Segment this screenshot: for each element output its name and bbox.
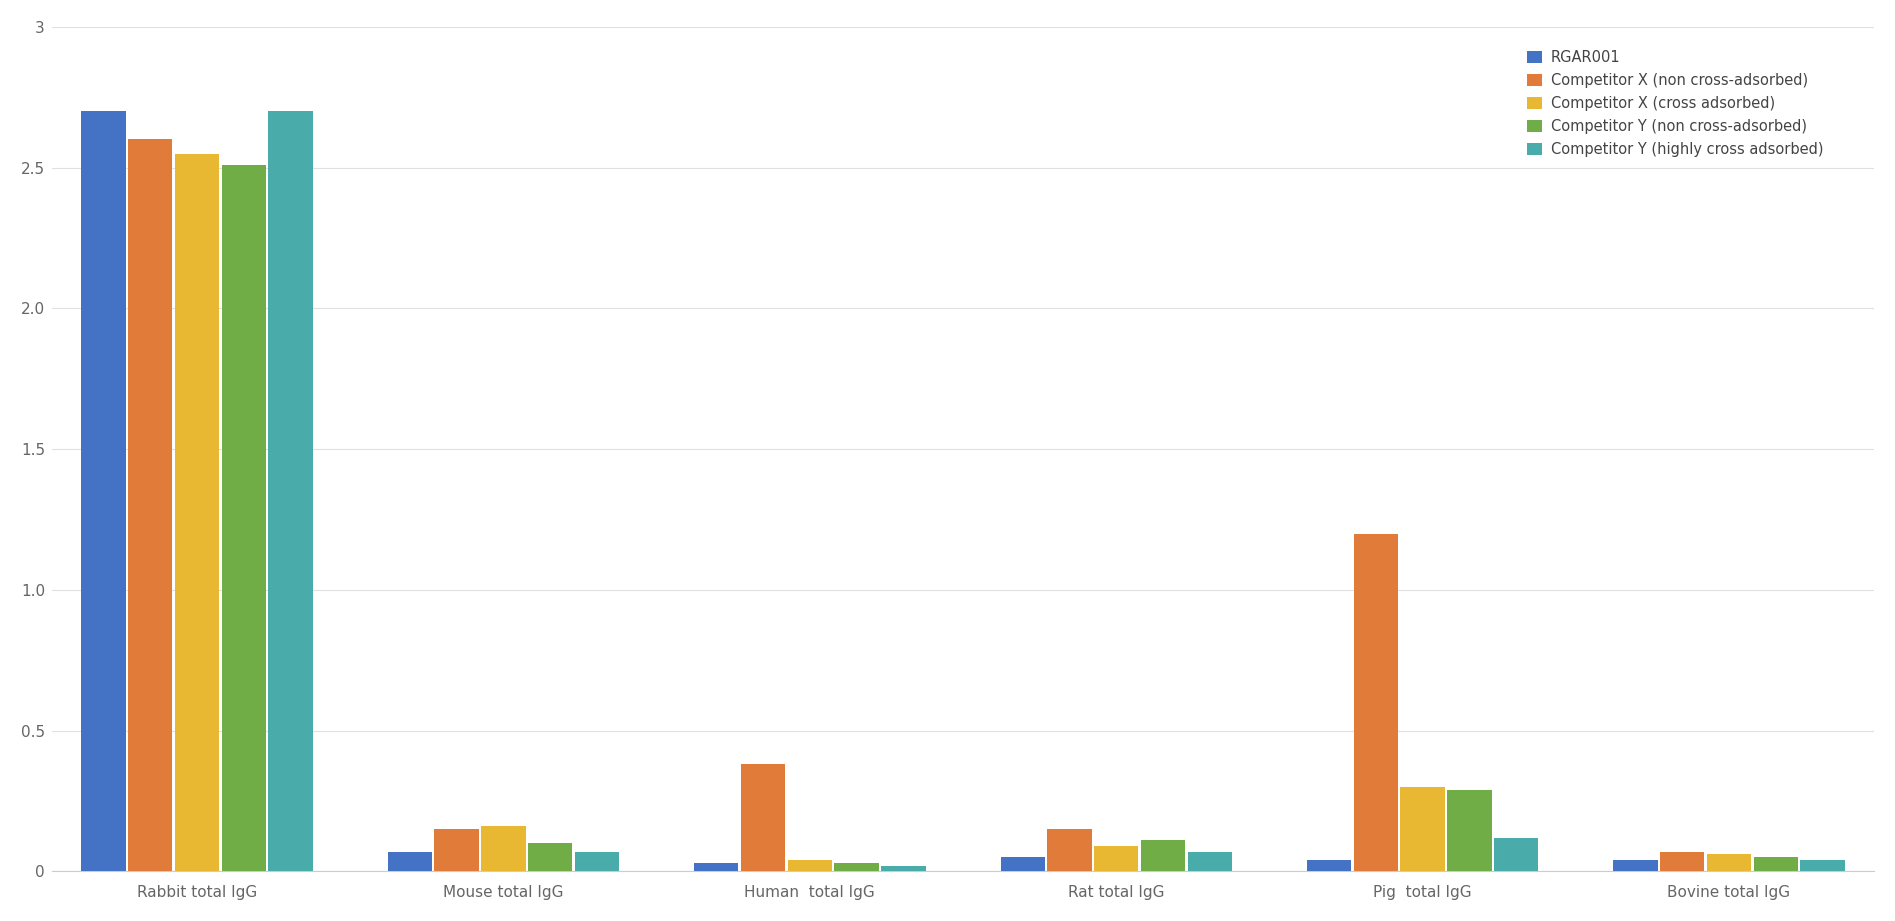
Bar — [269, 111, 313, 871]
Bar — [1093, 846, 1139, 871]
Bar — [222, 165, 265, 871]
Bar — [388, 852, 432, 871]
Bar — [481, 826, 525, 871]
Bar — [834, 863, 879, 871]
Bar — [129, 139, 172, 871]
Bar — [1353, 533, 1399, 871]
Bar — [1188, 852, 1232, 871]
Bar — [174, 154, 220, 871]
Bar — [1001, 857, 1044, 871]
Bar — [1753, 857, 1798, 871]
Legend: RGAR001, Competitor X (non cross-adsorbed), Competitor X (cross adsorbed), Compe: RGAR001, Competitor X (non cross-adsorbe… — [1520, 42, 1831, 164]
Bar — [529, 843, 572, 871]
Bar — [881, 866, 925, 871]
Bar — [81, 111, 125, 871]
Bar — [434, 829, 479, 871]
Bar — [694, 863, 739, 871]
Bar — [1308, 860, 1351, 871]
Bar — [1448, 789, 1491, 871]
Bar — [1493, 837, 1539, 871]
Bar — [1660, 852, 1704, 871]
Bar — [1613, 860, 1658, 871]
Bar — [1400, 787, 1444, 871]
Bar — [1800, 860, 1844, 871]
Bar — [788, 860, 832, 871]
Bar — [574, 852, 620, 871]
Bar — [1707, 855, 1751, 871]
Bar — [1141, 840, 1184, 871]
Bar — [1048, 829, 1092, 871]
Bar — [741, 764, 785, 871]
